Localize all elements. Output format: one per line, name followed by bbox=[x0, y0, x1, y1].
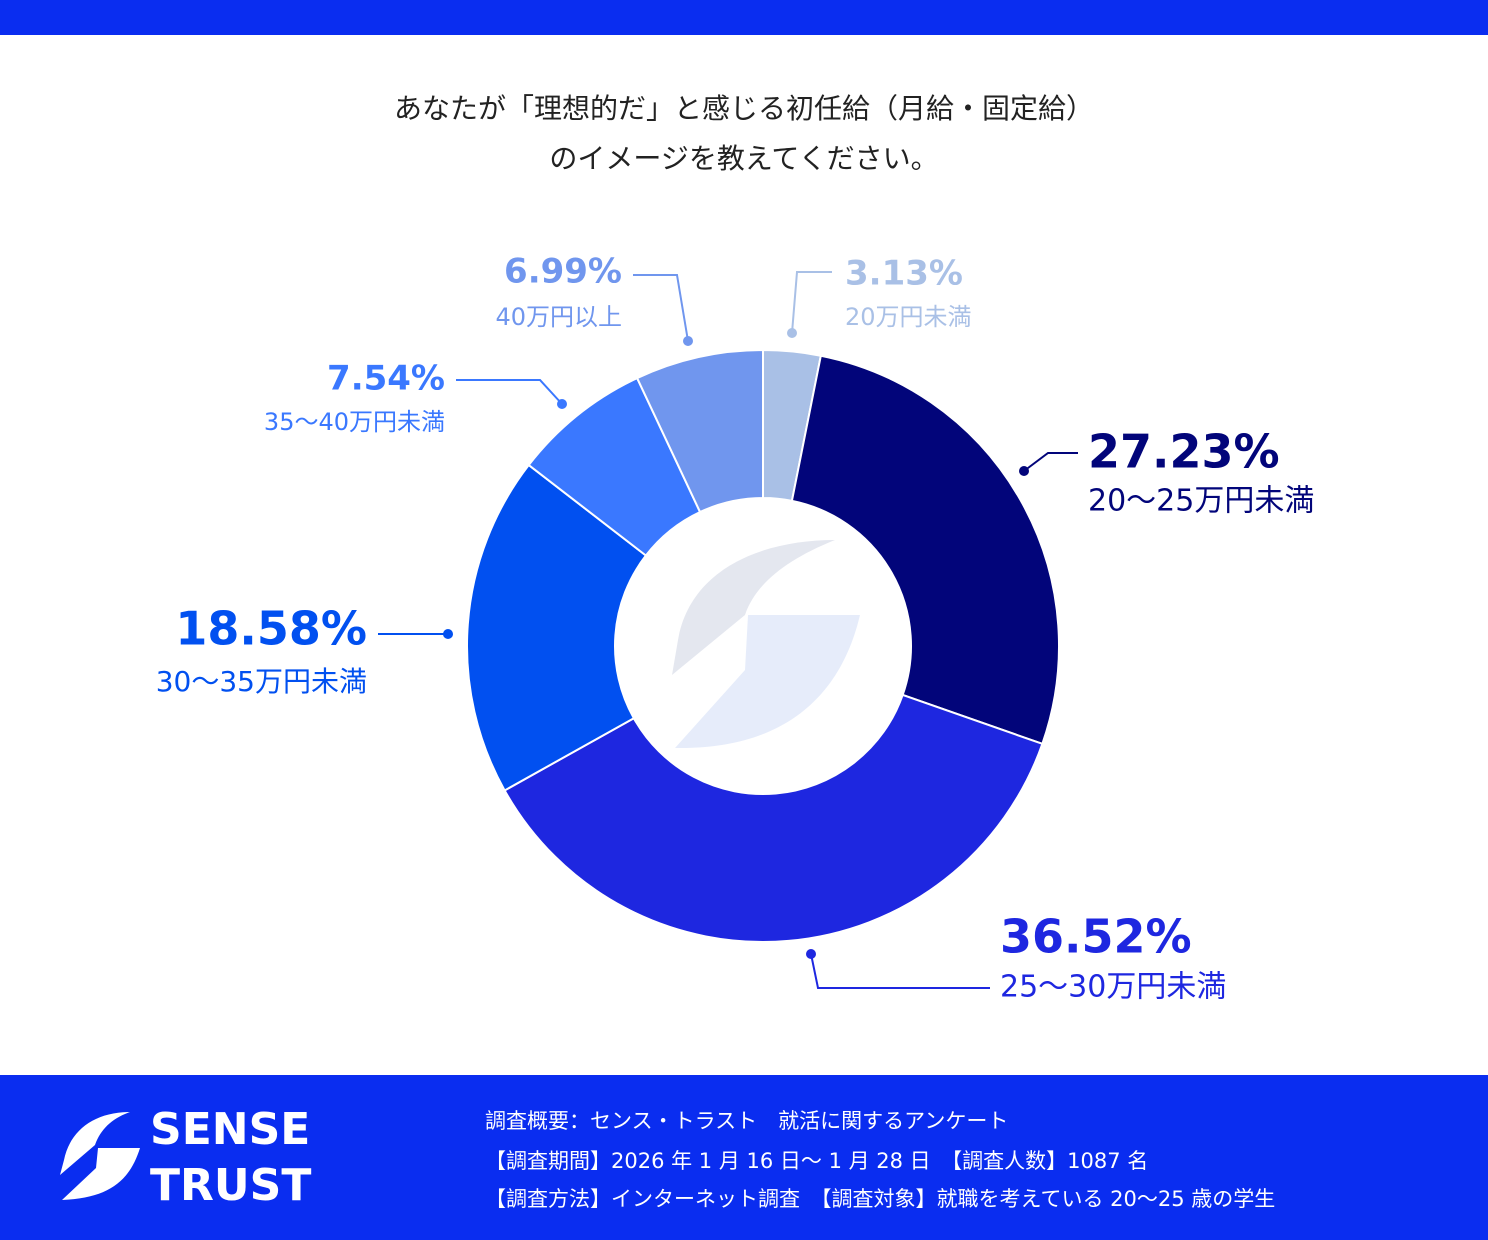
category-label: 40万円以上 bbox=[495, 303, 622, 331]
brand: SENSE bbox=[150, 1104, 310, 1155]
leader-line bbox=[810, 953, 990, 989]
donut-slice bbox=[466, 463, 648, 792]
category-label: 25～30万円未満 bbox=[1000, 970, 1226, 1005]
value-label: 7.54% bbox=[327, 359, 445, 399]
leader-dot bbox=[806, 949, 816, 959]
category-label: 30～35万円未満 bbox=[156, 665, 367, 698]
footer-note: 調査概要：センス・トラスト 就活に関するアンケート bbox=[485, 1109, 1008, 1133]
footer-bar bbox=[0, 1075, 1488, 1240]
donut-slice bbox=[503, 693, 1044, 943]
value-label: 6.99% bbox=[504, 252, 622, 292]
value-label: 27.23% bbox=[1088, 425, 1280, 479]
footer-note: 【調査方法】インターネット調査 【調査対象】就職を考えている 20～25 歳の学… bbox=[485, 1187, 1275, 1211]
chart-title: あなたが「理想的だ」と感じる初任給（月給・固定給） bbox=[394, 92, 1094, 125]
value-label: 3.13% bbox=[845, 254, 963, 294]
center-logo bbox=[672, 540, 860, 749]
category-label: 35～40万円未満 bbox=[264, 408, 445, 436]
leader-dot bbox=[787, 328, 797, 338]
leader-line bbox=[456, 379, 563, 405]
leader-dot bbox=[443, 629, 453, 639]
category-label: 20～25万円未満 bbox=[1088, 484, 1314, 519]
leader-dot bbox=[683, 336, 693, 346]
brand: TRUST bbox=[150, 1160, 311, 1211]
value-label: 18.58% bbox=[175, 602, 367, 656]
donut bbox=[466, 348, 1060, 943]
leader-dot bbox=[557, 399, 567, 409]
value-label: 36.52% bbox=[1000, 910, 1192, 964]
leader-line bbox=[633, 274, 689, 342]
donut-slice bbox=[790, 354, 1060, 746]
footer-note: 【調査期間】2026 年 1 月 16 日～ 1 月 28 日 【調査人数】10… bbox=[485, 1149, 1148, 1173]
category-label: 20万円未満 bbox=[845, 303, 972, 331]
leader-dot bbox=[1019, 466, 1029, 476]
footer-logo bbox=[60, 1112, 140, 1200]
top-bar bbox=[0, 0, 1488, 35]
chart-title: のイメージを教えてください。 bbox=[549, 142, 938, 175]
donut-slice bbox=[635, 348, 764, 514]
leader-line bbox=[791, 271, 832, 334]
leader-line bbox=[1023, 452, 1078, 472]
